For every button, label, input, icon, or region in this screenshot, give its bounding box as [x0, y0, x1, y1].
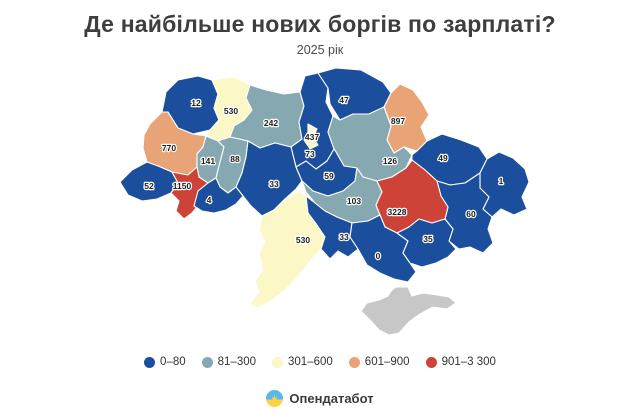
brand-footer[interactable]: Опендатабот: [0, 390, 640, 407]
region-chernihiv-value: 47: [339, 95, 349, 105]
region-dnipropetrovsk-value: 3228: [388, 207, 407, 217]
region-lviv-value: 770: [162, 143, 176, 153]
legend-swatch-1: [201, 356, 213, 368]
header: Де найбільше нових боргів по зарплаті? 2…: [0, 11, 640, 57]
legend-item-0: 0–80: [144, 356, 186, 368]
region-kyiv-city-value: 437: [305, 132, 319, 142]
region-ternopil-value: 141: [201, 156, 215, 166]
chart-subtitle: 2025 рік: [296, 43, 344, 57]
region-chernivtsi-value: 4: [207, 195, 212, 205]
legend-label-1: 81–300: [217, 356, 257, 368]
region-zakarpattia-value: 52: [144, 181, 154, 191]
region-zaporizhzhia-value: 35: [423, 234, 433, 244]
legend-item-2: 301–600: [272, 356, 333, 368]
legend-label-0: 0–80: [160, 356, 186, 368]
region-chernivtsi[interactable]: [193, 177, 244, 214]
region-poltava-value: 126: [383, 156, 397, 166]
region-kharkiv-value: 49: [438, 153, 448, 163]
region-kyiv-oblast-value: 73: [305, 149, 315, 159]
legend-item-3: 601–900: [348, 356, 410, 368]
legend-swatch-0: [144, 356, 156, 368]
region-kherson[interactable]: [349, 214, 417, 283]
region-kherson-value: 0: [376, 251, 381, 261]
legend-swatch-4: [425, 356, 437, 368]
region-cherkasy-value: 59: [324, 171, 334, 181]
region-volyn-value: 12: [191, 98, 201, 108]
region-rivne-value: 530: [224, 106, 238, 116]
region-ivano-frankivsk-value: 1150: [173, 181, 192, 191]
opendatabot-logo-icon: [266, 390, 284, 407]
legend-swatch-3: [348, 356, 360, 368]
page-title: Де найбільше нових боргів по зарплаті?: [84, 11, 556, 37]
legend-swatch-2: [272, 356, 284, 368]
region-sumy-value: 897: [391, 116, 405, 126]
region-kirovohrad-value: 103: [347, 196, 361, 206]
region-mykolaiv-value: 33: [339, 232, 349, 242]
region-zaporizhzhia[interactable]: [396, 218, 457, 268]
map-legend: 0–80 81–300 301–600 601–900 901–3 300: [0, 356, 640, 368]
legend-label-3: 601–900: [364, 356, 410, 368]
region-kyiv-city[interactable]: [303, 123, 319, 150]
brand-name: Опендатабот: [289, 391, 374, 406]
region-odesa-value: 530: [296, 235, 310, 245]
region-mykolaiv[interactable]: [305, 195, 359, 260]
region-donetsk-value: 60: [466, 209, 476, 219]
legend-item-4: 901–3 300: [425, 356, 496, 368]
legend-item-1: 81–300: [201, 356, 257, 368]
region-khmelnytskyi-value: 88: [230, 154, 240, 164]
region-crimea[interactable]: [360, 286, 457, 336]
region-luhansk[interactable]: [479, 151, 530, 218]
region-vinnytsia-value: 33: [269, 179, 279, 189]
region-zhytomyr-value: 242: [264, 118, 278, 128]
legend-label-2: 301–600: [288, 356, 333, 368]
legend-label-4: 901–3 300: [441, 356, 496, 368]
region-luhansk-value: 1: [499, 176, 504, 186]
